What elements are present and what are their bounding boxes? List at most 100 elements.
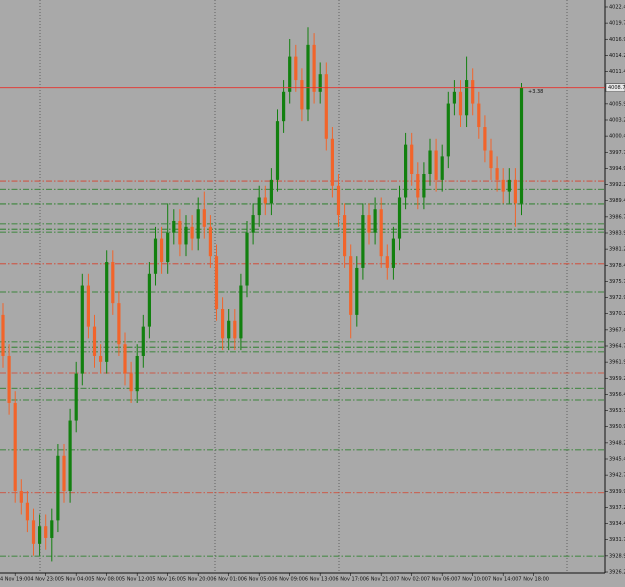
y-tick-label: 4011.45 — [609, 69, 625, 75]
candle-body — [80, 285, 84, 374]
candle-body — [336, 185, 341, 216]
y-tick-label: 3992.20 — [609, 182, 625, 188]
y-tick-label: 3928.95 — [609, 553, 625, 559]
y-tick-label: 3948.20 — [609, 440, 625, 446]
candle-body — [458, 91, 463, 116]
candle-body — [221, 309, 225, 339]
candle-body — [190, 226, 194, 239]
candle-body — [7, 355, 11, 403]
candle-body — [160, 238, 164, 263]
candle-body — [74, 373, 78, 421]
candle-body — [147, 273, 151, 327]
candle-body — [288, 56, 292, 92]
y-tick-label: 3926.20 — [609, 570, 625, 576]
y-tick-label: 4005.95 — [609, 101, 625, 107]
candle-body — [196, 209, 200, 239]
candle-body — [99, 355, 103, 362]
candle-body — [513, 179, 517, 204]
y-tick-label: 3950.95 — [609, 424, 625, 430]
candle-body — [367, 215, 371, 233]
y-tick-label: 3961.95 — [609, 360, 625, 366]
candle-body — [416, 173, 420, 198]
x-tick-label: 5 Nov 04:00 — [61, 577, 92, 583]
y-tick-label: 3942.70 — [609, 473, 625, 479]
candle-body — [324, 74, 328, 139]
x-tick-label: 7 Nov 10:00 — [457, 577, 488, 583]
y-tick-label: 3972.95 — [609, 295, 625, 301]
bid-label-box — [605, 83, 625, 92]
candle-body — [25, 502, 29, 521]
candle-body — [184, 226, 188, 245]
candle-body — [141, 326, 145, 356]
x-tick-label: 6 Nov 17:00 — [335, 577, 366, 583]
candle-body — [483, 127, 487, 151]
candle-body — [38, 526, 42, 544]
y-tick-label: 3953.70 — [609, 408, 625, 414]
x-tick-label: 6 Nov 01:00 — [213, 577, 244, 583]
y-tick-label: 3956.45 — [609, 392, 625, 398]
candle-body — [477, 103, 481, 128]
y-tick-label: 3964.70 — [609, 343, 625, 349]
candle-body — [214, 256, 219, 310]
y-tick-label: 4014.20 — [609, 53, 625, 59]
y-tick-label: 4000.45 — [609, 134, 625, 140]
candle-body — [269, 179, 273, 204]
x-tick-label: 6 Nov 09:00 — [274, 577, 305, 583]
candle-body — [507, 179, 511, 192]
candle-body — [373, 209, 377, 233]
candle-body — [306, 44, 310, 110]
candle-body — [519, 87, 524, 204]
y-tick-label: 3981.20 — [609, 247, 625, 253]
candle-body — [282, 91, 286, 122]
candle-body — [239, 285, 243, 339]
candle-body — [294, 56, 298, 81]
candle-body — [135, 355, 139, 392]
candle-body — [245, 232, 249, 286]
candle-body — [233, 320, 237, 339]
y-tick-label: 3997.70 — [609, 150, 625, 156]
candle-body — [92, 326, 97, 356]
y-tick-label: 4003.20 — [609, 117, 625, 123]
candle-body — [202, 209, 206, 227]
candle-body — [318, 74, 322, 92]
candle-body — [227, 320, 231, 339]
candle-body — [13, 402, 17, 491]
candle-body — [422, 173, 426, 198]
y-tick-label: 3934.45 — [609, 521, 625, 527]
y-tick-label: 3967.45 — [609, 327, 625, 333]
candle-body — [129, 373, 133, 392]
candle-body — [68, 420, 72, 491]
candle-body — [361, 215, 365, 268]
candle-body — [446, 103, 450, 157]
candle-body — [471, 80, 475, 104]
x-tick-label: 4 Nov 23:00 — [30, 577, 61, 583]
candle-body — [56, 455, 60, 521]
candle-body — [495, 168, 499, 180]
candle-body — [251, 215, 255, 233]
y-tick-label: 3931.70 — [609, 537, 625, 543]
y-tick-label: 4016.95 — [609, 37, 625, 43]
x-tick-label: 6 Nov 21:00 — [366, 577, 397, 583]
candle-body — [349, 256, 353, 315]
candle-body — [172, 220, 176, 233]
annotation: +3.38 — [528, 89, 543, 95]
x-tick-label: 7 Nov 14:00 — [488, 577, 519, 583]
x-tick-label: 5 Nov 16:00 — [152, 577, 183, 583]
x-tick-label: 5 Nov 08:00 — [91, 577, 122, 583]
candle-body — [355, 267, 359, 315]
candle-body — [117, 303, 121, 345]
candle-body — [397, 197, 402, 239]
candle-body — [44, 526, 48, 538]
candle-body — [379, 209, 383, 257]
candle-body — [275, 121, 280, 180]
candle-body — [1, 314, 5, 356]
candle-body — [440, 156, 444, 180]
candle-body — [19, 490, 23, 503]
candle-body — [166, 232, 170, 263]
bid-label: 4008.70 — [608, 85, 625, 91]
candle-body — [31, 520, 36, 544]
candle-body — [465, 80, 469, 116]
candle-body — [404, 144, 408, 198]
